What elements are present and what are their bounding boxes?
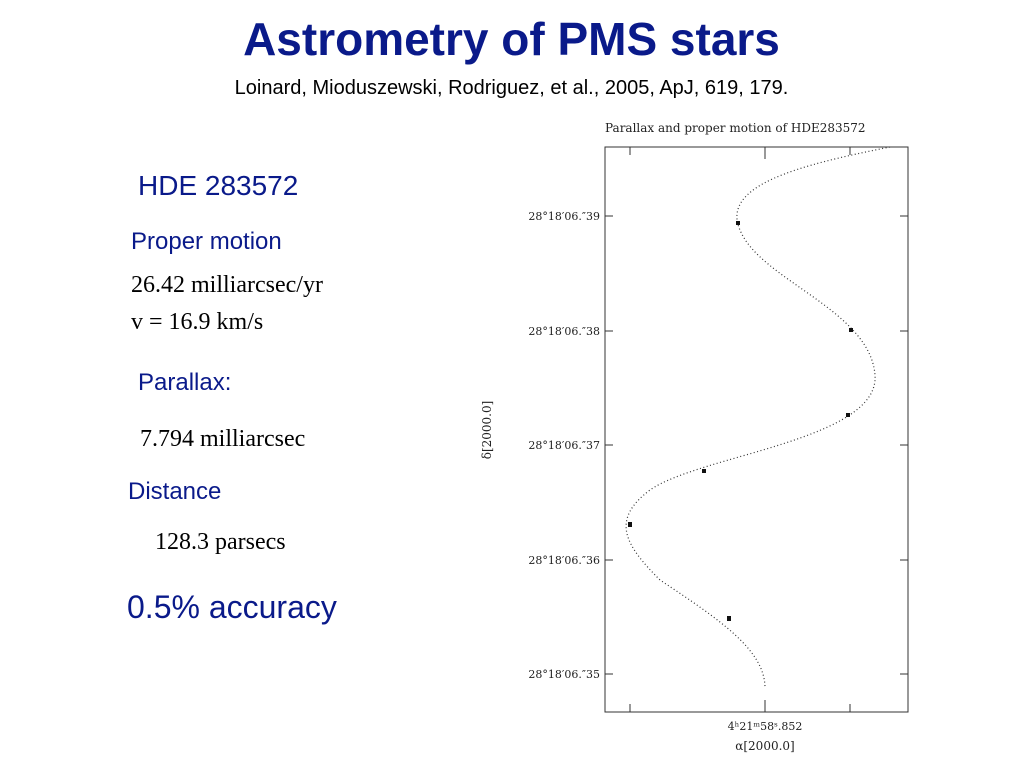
y-tick-label: 28°18′06.″38 (528, 325, 600, 338)
y-tick-label: 28°18′06.″39 (528, 210, 600, 223)
star-name: HDE 283572 (138, 170, 299, 201)
figure-title: Parallax and proper motion of HDE283572 (605, 121, 866, 135)
x-tick-label: 4ʰ21ᵐ58ˢ.852 (728, 720, 803, 733)
fit-curve (625, 146, 891, 689)
accuracy: 0.5% accuracy (127, 589, 337, 625)
y-tick-label: 28°18′06.″36 (528, 554, 600, 567)
ticks (605, 147, 908, 712)
y-axis-label: δ[2000.0] (480, 401, 494, 460)
value-text: 128.3 parsecs (155, 529, 286, 555)
plot-frame (604, 146, 909, 713)
value-text: 7.794 milliarcsec (140, 426, 306, 452)
heading: Distance (128, 478, 222, 505)
citation: Loinard, Mioduszewski, Rodriguez, et al.… (234, 77, 789, 99)
y-tick-label: 28°18′06.″37 (528, 439, 600, 452)
x-axis-label: α[2000.0] (735, 739, 794, 753)
heading: Parallax: (138, 369, 232, 396)
value-text: v = 16.9 km/s (131, 309, 264, 335)
value-text: 26.42 milliarcsec/yr (131, 272, 323, 298)
title: Astrometry of PMS stars (243, 13, 780, 65)
observations (628, 221, 853, 621)
heading: Proper motion (131, 228, 282, 255)
y-tick-label: 28°18′06.″35 (528, 668, 600, 681)
